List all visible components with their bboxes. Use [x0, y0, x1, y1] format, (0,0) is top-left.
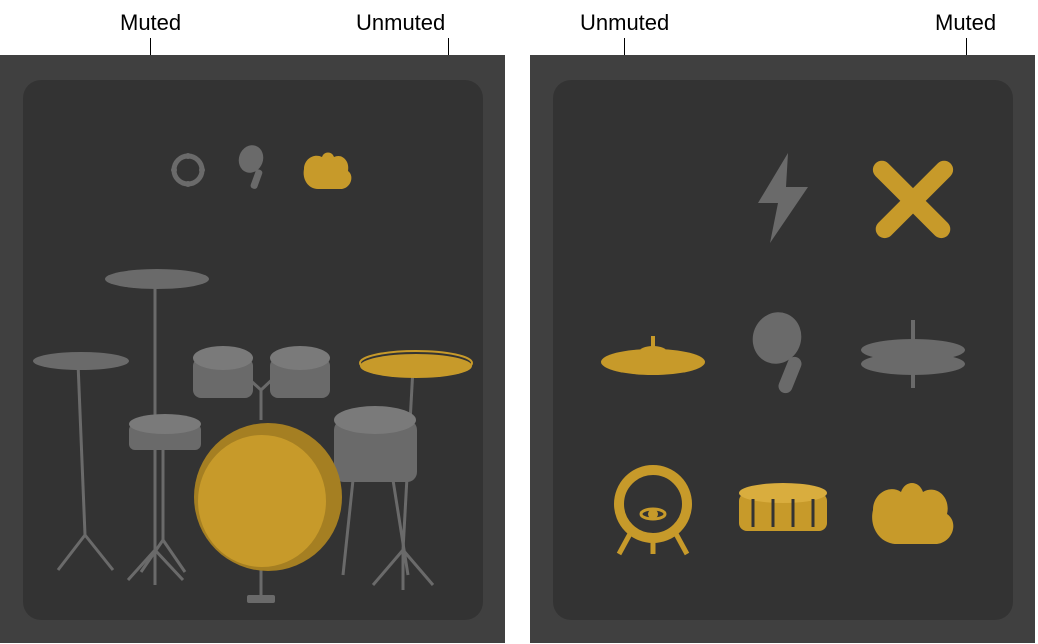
hihat-cymbal[interactable]	[103, 265, 211, 293]
tom-right[interactable]	[265, 340, 335, 410]
lightning-icon[interactable]	[748, 153, 818, 243]
shaker-grid-icon[interactable]	[743, 310, 823, 400]
percussion-grid	[588, 135, 978, 575]
drumkit-illustration	[23, 80, 483, 620]
callout-unmuted-left: Unmuted	[356, 10, 445, 36]
kick-drum[interactable]	[188, 415, 348, 575]
tom-left[interactable]	[188, 340, 258, 410]
callout-muted-right: Muted	[935, 10, 996, 36]
callout-unmuted-right: Unmuted	[580, 10, 669, 36]
ride-cymbal[interactable]	[358, 348, 474, 382]
drumkit-panel	[0, 55, 505, 643]
hihat-icon[interactable]	[858, 320, 968, 390]
drumkit-panel-inner	[23, 80, 483, 620]
percussion-grid-panel	[530, 55, 1035, 643]
sticks-icon[interactable]	[868, 153, 958, 243]
kick-icon[interactable]	[603, 462, 703, 562]
cymbal-icon[interactable]	[598, 330, 708, 380]
callout-muted-left: Muted	[120, 10, 181, 36]
percussion-grid-inner	[553, 80, 1013, 620]
snare-icon[interactable]	[733, 477, 833, 547]
handclap-grid-icon[interactable]	[863, 472, 963, 552]
crash-cymbal[interactable]	[31, 348, 131, 374]
